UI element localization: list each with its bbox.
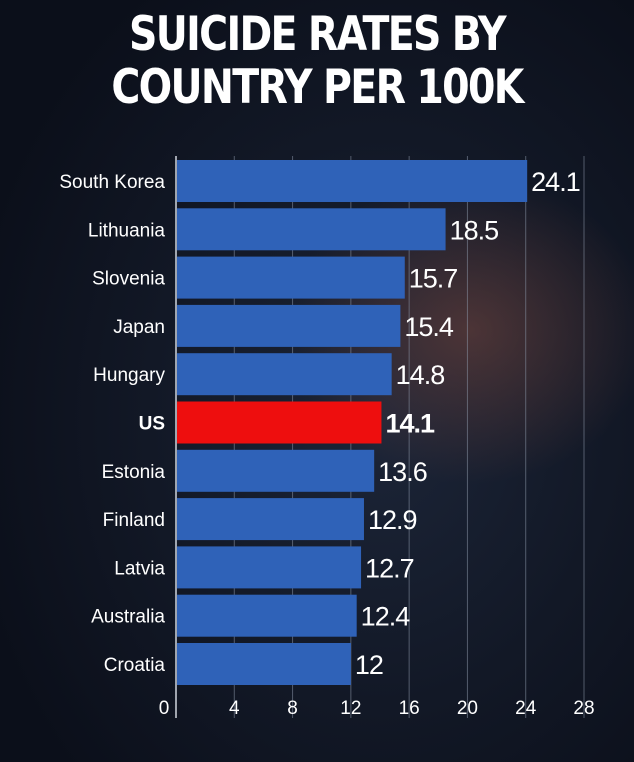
x-tick-label: 28 [573, 698, 594, 719]
category-label: Finland [103, 510, 165, 531]
value-label: 12 [355, 650, 383, 680]
x-tick-label: 4 [229, 698, 240, 719]
value-label: 13.6 [378, 457, 427, 487]
category-label: Latvia [114, 558, 165, 579]
category-label: Lithuania [88, 220, 166, 241]
bar-hungary [177, 353, 392, 395]
category-label: Hungary [93, 365, 165, 386]
value-label: 12.7 [365, 553, 414, 583]
value-label: 15.7 [409, 264, 458, 294]
bar-australia [177, 595, 357, 637]
category-label: US [139, 414, 165, 435]
bar-slovenia [177, 257, 405, 299]
bar-japan [177, 305, 400, 347]
bar-south-korea [177, 160, 527, 202]
category-label: Australia [91, 607, 165, 628]
value-label: 24.1 [531, 167, 580, 197]
bar-us [177, 402, 381, 444]
x-tick-label: 20 [457, 698, 478, 719]
category-label: Croatia [104, 655, 166, 676]
bar-estonia [177, 450, 374, 492]
x-tick-label: 8 [287, 698, 298, 719]
value-label: 14.8 [396, 360, 445, 390]
value-label: 14.1 [385, 409, 435, 439]
bar-croatia [177, 643, 351, 685]
x-tick-label: 12 [340, 698, 361, 719]
value-label: 15.4 [404, 312, 454, 342]
value-label: 18.5 [450, 215, 499, 245]
bar-latvia [177, 546, 361, 588]
value-label: 12.9 [368, 505, 417, 535]
bar-lithuania [177, 208, 446, 250]
category-label: Slovenia [92, 269, 165, 290]
x-tick-label: 0 [159, 698, 170, 719]
category-label: Estonia [102, 462, 166, 483]
category-label: South Korea [59, 172, 165, 193]
bar-finland [177, 498, 364, 540]
value-label: 12.4 [361, 602, 411, 632]
x-tick-label: 24 [515, 698, 537, 719]
category-label: Japan [113, 317, 165, 338]
x-tick-label: 16 [399, 698, 420, 719]
